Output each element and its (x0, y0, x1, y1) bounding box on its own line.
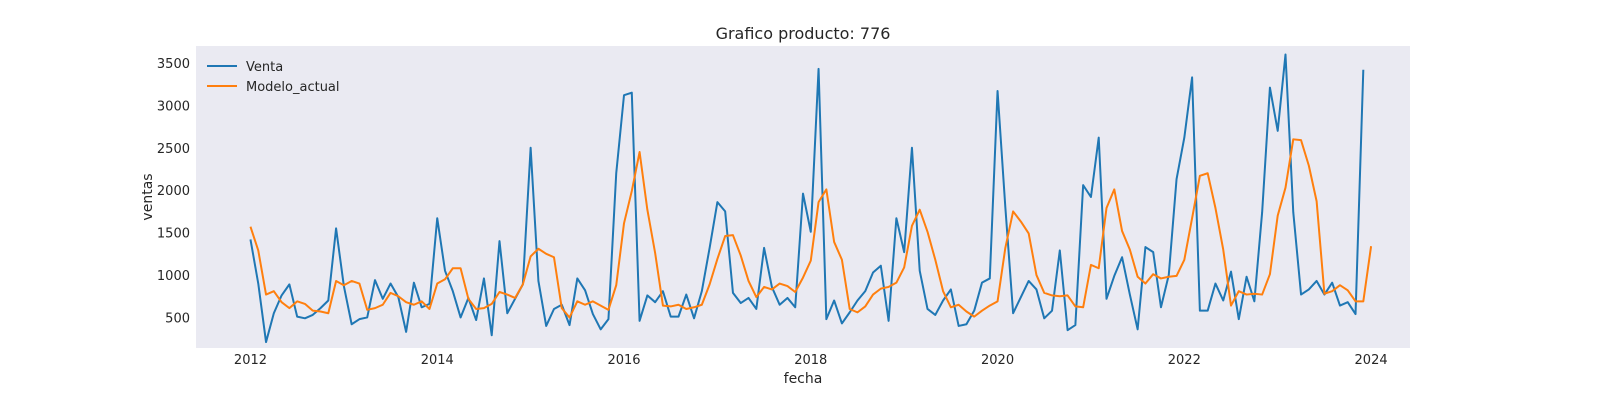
y-tick-label: 1000 (157, 269, 190, 284)
legend-label: Venta (246, 60, 283, 75)
y-tick-label: 1500 (157, 227, 190, 242)
y-axis-label: ventas (140, 173, 156, 220)
x-tick-label: 2014 (421, 353, 454, 368)
series-line-venta (249, 53, 1365, 344)
y-tick-label: 3500 (157, 57, 190, 72)
x-tick-labels: 2012 2014 2016 2018 2020 2022 2024 (234, 353, 1388, 368)
legend-label: Modelo_actual (246, 80, 340, 95)
y-tick-labels: 500 1000 1500 2000 2500 3000 3500 (157, 57, 190, 326)
chart-title: Grafico producto: 776 (716, 24, 891, 43)
x-tick-label: 2020 (981, 353, 1014, 368)
x-tick-label: 2012 (234, 353, 267, 368)
x-tick-label: 2022 (1168, 353, 1201, 368)
y-tick-label: 2500 (157, 142, 190, 157)
series-line-modelo-actual (249, 138, 1373, 319)
x-tick-label: 2016 (607, 353, 640, 368)
legend: Venta Modelo_actual (207, 60, 340, 95)
y-tick-label: 500 (165, 311, 190, 326)
x-tick-label: 2018 (794, 353, 827, 368)
series-lines (249, 53, 1373, 344)
x-tick-label: 2024 (1355, 353, 1388, 368)
y-tick-label: 3000 (157, 99, 190, 114)
y-tick-label: 2000 (157, 184, 190, 199)
x-axis-label: fecha (784, 371, 823, 387)
